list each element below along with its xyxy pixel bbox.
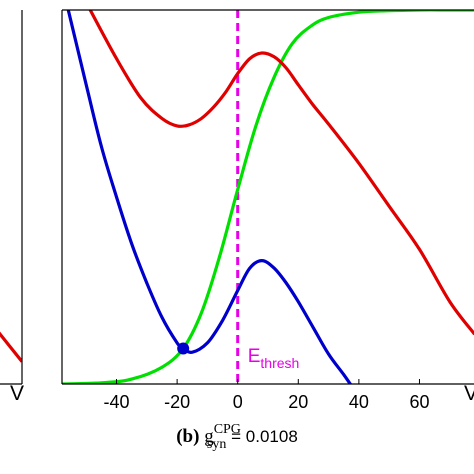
panel-b: Ethresh -40 -20 0 20 40 60 V: [61, 9, 474, 412]
left-panel: V: [0, 10, 24, 405]
caption-panel-label: (b): [176, 426, 200, 447]
left-red-curve: [0, 331, 22, 363]
x-tick-label: 20: [288, 392, 308, 412]
x-tick-label: -40: [104, 392, 130, 412]
panel-b-plot-area: Ethresh: [62, 10, 474, 384]
x-tick-label: -20: [164, 392, 190, 412]
x-tick-label: 60: [409, 392, 429, 412]
x-tick-label: 40: [349, 392, 369, 412]
panel-b-x-axis-label: V: [464, 382, 474, 405]
ethresh-label-subscript: thresh: [260, 355, 299, 371]
panel-b-series-group: [62, 10, 474, 384]
panel-b-x-ticks: -40 -20 0 20 40 60: [104, 379, 429, 412]
ethresh-label-main: E: [248, 346, 261, 367]
ethresh-label: Ethresh: [248, 346, 300, 371]
blue-curve: [66, 10, 353, 384]
intersection-marker: [177, 342, 190, 355]
green-curve: [62, 10, 474, 384]
x-tick-label: 0: [233, 392, 243, 412]
left-x-axis-label: V: [10, 382, 24, 405]
left-plot-area: [0, 331, 22, 363]
caption-symbol: g: [204, 426, 214, 447]
panel-b-caption: (b) gCPGsyn = 0.0108: [0, 422, 474, 452]
left-series-group: [0, 331, 22, 363]
red-curve: [88, 10, 474, 336]
caption-subscript: syn: [206, 437, 227, 452]
caption-value: = 0.0108: [231, 427, 298, 446]
caption-superscript: CPG: [213, 422, 241, 437]
